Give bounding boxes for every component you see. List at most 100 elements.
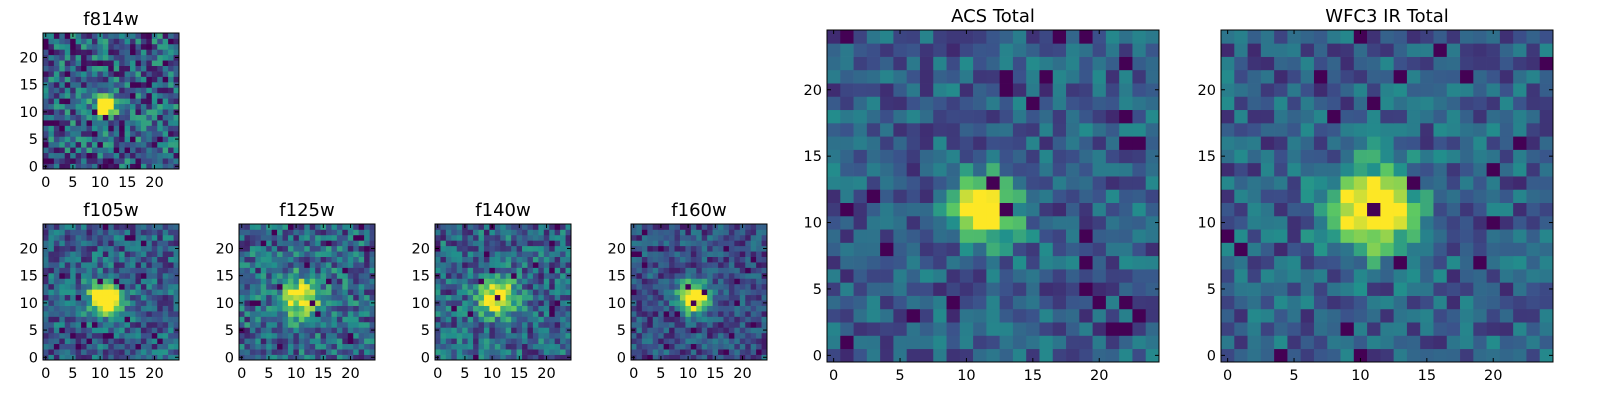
heatmap-cell bbox=[631, 349, 637, 355]
heatmap-cell bbox=[1026, 176, 1040, 190]
heatmap-cell bbox=[244, 245, 251, 252]
heatmap-cell bbox=[287, 349, 294, 355]
heatmap-cell bbox=[866, 30, 881, 44]
heatmap-cell bbox=[483, 272, 490, 279]
heatmap-cell bbox=[565, 311, 572, 317]
heatmap-cell bbox=[761, 338, 768, 345]
heatmap-cell bbox=[113, 267, 120, 274]
heatmap-cell bbox=[1221, 122, 1235, 137]
heatmap-cell bbox=[1513, 122, 1527, 137]
heatmap-cell bbox=[756, 267, 762, 274]
heatmap-cell bbox=[933, 176, 947, 190]
heatmap-cell bbox=[1353, 43, 1368, 57]
heatmap-cell bbox=[1221, 69, 1235, 84]
y-tick-label: 20 bbox=[412, 241, 430, 257]
heatmap-cell bbox=[696, 294, 703, 301]
heatmap-cell bbox=[1420, 202, 1434, 217]
heatmap-cell bbox=[840, 215, 854, 230]
heatmap-cell bbox=[483, 321, 490, 328]
heatmap-cell bbox=[1433, 215, 1448, 230]
heatmap-cell bbox=[1526, 335, 1541, 350]
heatmap-cell bbox=[271, 311, 278, 317]
heatmap-cell bbox=[64, 54, 71, 61]
heatmap-cell bbox=[97, 130, 104, 137]
heatmap-cell bbox=[70, 147, 76, 154]
heatmap-cell bbox=[81, 120, 87, 126]
heatmap-cell bbox=[946, 229, 961, 243]
heatmap-cell bbox=[1287, 322, 1302, 336]
heatmap-cell bbox=[287, 305, 294, 312]
heatmap-cell bbox=[1313, 96, 1328, 111]
heatmap-cell bbox=[511, 283, 517, 290]
heatmap-cell bbox=[70, 343, 76, 350]
heatmap-cell bbox=[1353, 83, 1368, 97]
heatmap-cell bbox=[549, 294, 556, 301]
heatmap-cell bbox=[1026, 30, 1040, 44]
heatmap-cell bbox=[445, 338, 452, 345]
heatmap-cell bbox=[353, 245, 360, 252]
heatmap-cell bbox=[162, 125, 169, 132]
heatmap-cell bbox=[554, 349, 561, 355]
heatmap-cell bbox=[271, 251, 278, 257]
heatmap-cell bbox=[1539, 322, 1554, 336]
heatmap-cell bbox=[647, 311, 654, 317]
heatmap-cell bbox=[685, 343, 692, 350]
heatmap-cell bbox=[959, 109, 974, 124]
heatmap-cell bbox=[663, 267, 670, 274]
heatmap-cell bbox=[369, 256, 376, 263]
heatmap-cell bbox=[146, 327, 153, 334]
heatmap-cell bbox=[293, 321, 300, 328]
heatmap-cell bbox=[64, 300, 71, 306]
heatmap-cell bbox=[130, 278, 136, 285]
heatmap-cell bbox=[1526, 308, 1541, 323]
heatmap-cell bbox=[1353, 282, 1368, 296]
heatmap-cell bbox=[282, 289, 289, 296]
heatmap-cell bbox=[43, 43, 49, 50]
heatmap-cell bbox=[1499, 109, 1514, 124]
heatmap-cell bbox=[473, 256, 479, 263]
heatmap-cell bbox=[543, 349, 550, 355]
heatmap-cell bbox=[532, 349, 539, 355]
heatmap-cell bbox=[282, 272, 289, 279]
heatmap-cell bbox=[445, 311, 452, 317]
heatmap-cell bbox=[48, 240, 55, 247]
heatmap-cell bbox=[973, 202, 987, 217]
heatmap-cell bbox=[364, 278, 370, 285]
heatmap-cell bbox=[81, 130, 87, 137]
heatmap-cell bbox=[43, 158, 49, 164]
heatmap-cell bbox=[500, 294, 507, 301]
heatmap-cell bbox=[728, 338, 735, 345]
heatmap-cell bbox=[173, 224, 180, 230]
heatmap-cell bbox=[1486, 56, 1501, 71]
heatmap-cell bbox=[86, 114, 93, 121]
heatmap-cell bbox=[516, 300, 523, 306]
heatmap-cell bbox=[973, 69, 987, 84]
heatmap-cell bbox=[906, 43, 921, 57]
heatmap-cell bbox=[293, 229, 300, 236]
heatmap-cell bbox=[739, 289, 746, 296]
heatmap-cell bbox=[1119, 56, 1133, 71]
heatmap-cell bbox=[489, 229, 496, 236]
heatmap-cell bbox=[162, 49, 169, 56]
heatmap-cell bbox=[718, 327, 724, 334]
heatmap-cell bbox=[157, 272, 164, 279]
heatmap-cell bbox=[1012, 189, 1027, 203]
heatmap-cell bbox=[70, 245, 76, 252]
heatmap-cell bbox=[293, 349, 300, 355]
heatmap-cell bbox=[146, 114, 153, 121]
heatmap-cell bbox=[369, 224, 376, 230]
heatmap-cell bbox=[690, 321, 697, 328]
heatmap-cell bbox=[527, 332, 534, 339]
heatmap-cell bbox=[1367, 136, 1381, 150]
heatmap-cell bbox=[511, 224, 517, 230]
heatmap-cell bbox=[1039, 96, 1054, 111]
heatmap-cell bbox=[151, 272, 158, 279]
heatmap-cell bbox=[701, 224, 708, 230]
heatmap-cell bbox=[554, 289, 561, 296]
heatmap-cell bbox=[108, 294, 115, 301]
heatmap-cell bbox=[146, 267, 153, 274]
heatmap-cell bbox=[108, 81, 115, 88]
heatmap-cell bbox=[483, 229, 490, 236]
heatmap-cell bbox=[108, 163, 115, 170]
heatmap-cell bbox=[527, 289, 534, 296]
